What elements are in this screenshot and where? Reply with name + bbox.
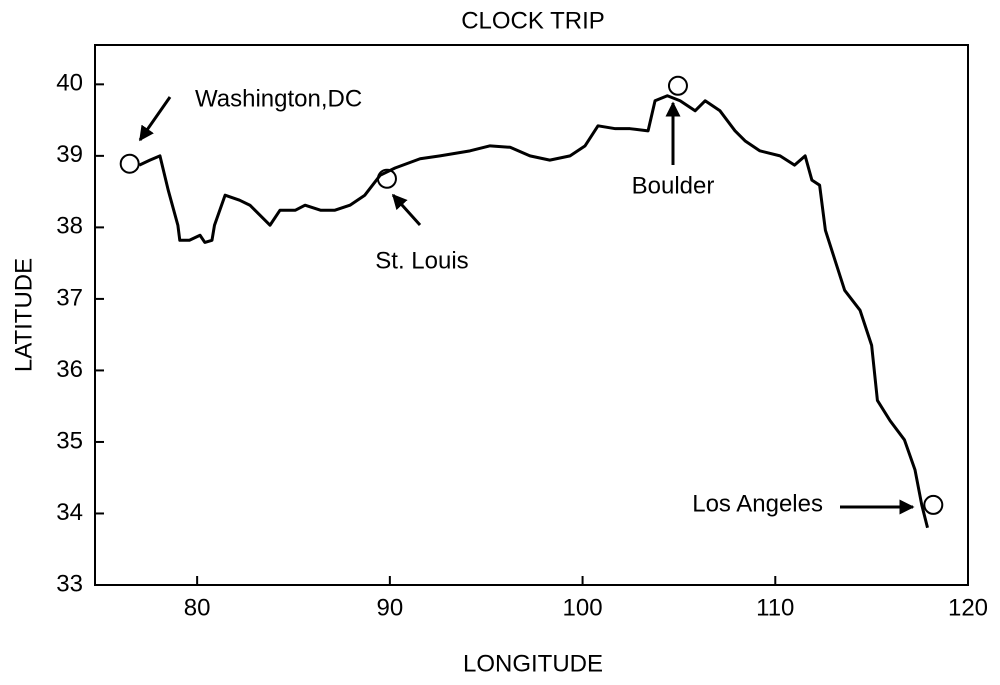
x-tick-label: 110 (756, 594, 794, 621)
annotation-label: Washington,DC (195, 85, 362, 112)
y-axis-label: LATITUDE (10, 258, 37, 372)
x-tick-label: 80 (184, 594, 211, 621)
plot-frame (94, 44, 969, 586)
x-tick-label: 90 (377, 594, 404, 621)
y-tick-label: 33 (56, 570, 83, 597)
annotation-arrow (138, 96, 172, 142)
annotation-label: St. Louis (375, 247, 468, 274)
city-marker (376, 168, 397, 189)
y-tick-label: 40 (56, 70, 83, 97)
y-tick-label: 38 (56, 213, 83, 240)
y-tick-label: 35 (56, 427, 83, 454)
y-tick-label: 37 (56, 284, 83, 311)
chart-title: CLOCK TRIP (461, 7, 605, 34)
x-tick-label: 120 (948, 594, 988, 621)
y-tick-label: 39 (56, 141, 83, 168)
annotation-label: Boulder (632, 172, 715, 199)
city-marker (119, 153, 140, 174)
y-tick-label: 36 (56, 356, 83, 383)
annotation-arrow (391, 193, 422, 227)
x-tick-label: 100 (563, 594, 603, 621)
route-line (138, 94, 929, 529)
y-tick-label: 34 (56, 499, 83, 526)
annotation-label: Los Angeles (692, 490, 823, 517)
city-marker (923, 494, 944, 515)
x-axis-label: LONGITUDE (463, 650, 603, 677)
city-marker (667, 75, 688, 96)
